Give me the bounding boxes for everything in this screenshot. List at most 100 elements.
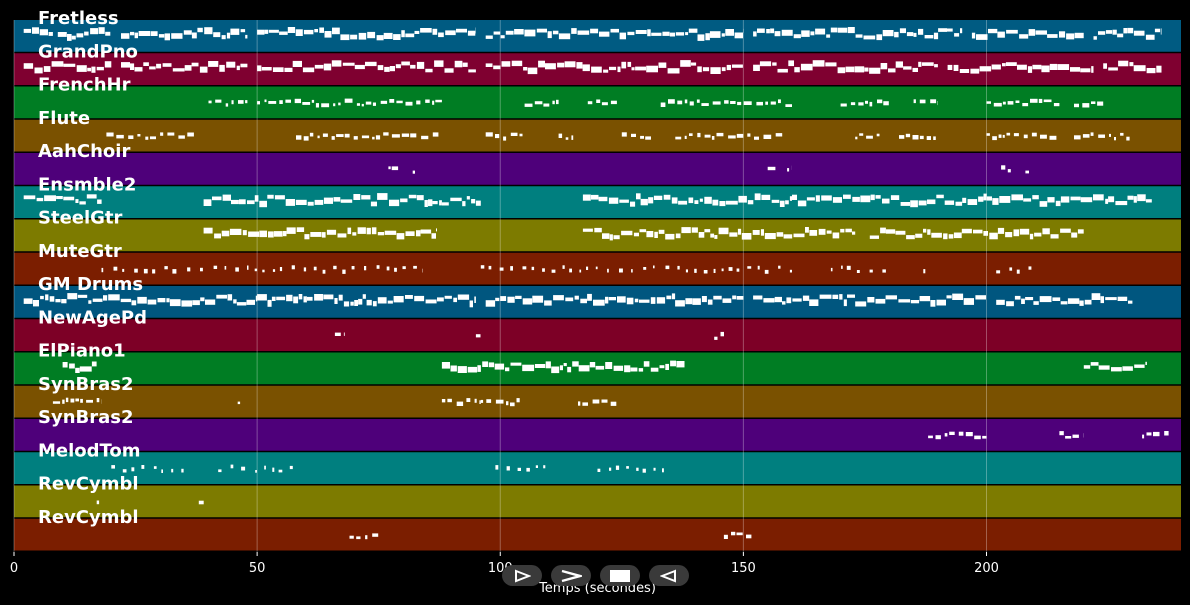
note (1025, 297, 1034, 301)
note (268, 231, 274, 238)
note (191, 62, 199, 67)
note (510, 402, 515, 407)
note (631, 133, 636, 137)
note (697, 34, 705, 41)
note (1145, 199, 1152, 203)
note (495, 465, 499, 470)
note (659, 365, 665, 369)
note (1013, 133, 1019, 137)
note (830, 27, 838, 33)
note (719, 201, 726, 207)
note (1108, 67, 1118, 71)
note (130, 63, 135, 70)
note (254, 195, 259, 202)
note (432, 132, 439, 137)
note (432, 100, 435, 105)
track-band (14, 485, 1181, 518)
note (631, 67, 635, 71)
note (1001, 165, 1006, 170)
note (432, 28, 438, 35)
note (869, 269, 873, 273)
note (377, 193, 388, 200)
track-label: GrandPno (38, 41, 138, 62)
note (1111, 367, 1122, 372)
rewind-button[interactable] (649, 565, 689, 586)
note (771, 199, 780, 203)
note (859, 133, 864, 136)
note (143, 62, 149, 66)
note (949, 431, 955, 435)
note (974, 435, 981, 440)
note (694, 268, 697, 273)
note (605, 362, 613, 369)
note (384, 66, 390, 72)
note (638, 368, 644, 372)
note (578, 401, 581, 406)
note (927, 199, 936, 205)
note (847, 27, 855, 34)
note (358, 298, 363, 305)
fast-forward-button[interactable] (551, 565, 591, 586)
note (621, 132, 627, 137)
note (522, 266, 527, 270)
note (626, 466, 629, 469)
note (619, 268, 623, 273)
note (1007, 101, 1014, 105)
note (958, 431, 964, 436)
note (764, 233, 776, 240)
note (500, 296, 507, 301)
note (660, 102, 666, 107)
note (785, 104, 792, 107)
note (730, 101, 736, 104)
note (197, 27, 203, 33)
note (826, 230, 832, 234)
note (332, 27, 340, 35)
note (456, 28, 467, 33)
note (681, 227, 691, 234)
note (291, 265, 295, 270)
note (1035, 30, 1047, 35)
note (450, 365, 457, 372)
stop-button[interactable] (600, 565, 640, 586)
track-label: MelodTom (38, 440, 141, 461)
note (1114, 137, 1116, 141)
note (812, 60, 825, 67)
note (181, 468, 184, 473)
note (181, 300, 193, 307)
note (1025, 170, 1029, 174)
note (488, 362, 495, 368)
note (247, 200, 255, 205)
note (778, 99, 781, 104)
note (279, 31, 288, 35)
note (571, 28, 577, 34)
note (240, 29, 246, 33)
note (441, 399, 446, 403)
note (71, 35, 76, 40)
note (728, 135, 736, 139)
note (688, 197, 694, 204)
note (753, 64, 760, 71)
note (1083, 365, 1091, 369)
note (395, 64, 401, 69)
note (759, 61, 772, 67)
note (703, 270, 708, 274)
note (991, 64, 1001, 70)
note (587, 101, 593, 105)
note (412, 170, 415, 174)
note (1006, 132, 1011, 136)
note (527, 67, 538, 75)
note (63, 63, 76, 67)
play-button[interactable] (502, 565, 542, 586)
note (233, 299, 237, 304)
note (930, 99, 937, 104)
note (565, 297, 574, 302)
note (273, 231, 283, 237)
note (377, 65, 384, 71)
note (582, 228, 593, 232)
note (1164, 431, 1169, 436)
track-label: ElPiano1 (38, 341, 126, 362)
note (80, 398, 83, 403)
note (365, 535, 368, 540)
note (875, 195, 881, 199)
